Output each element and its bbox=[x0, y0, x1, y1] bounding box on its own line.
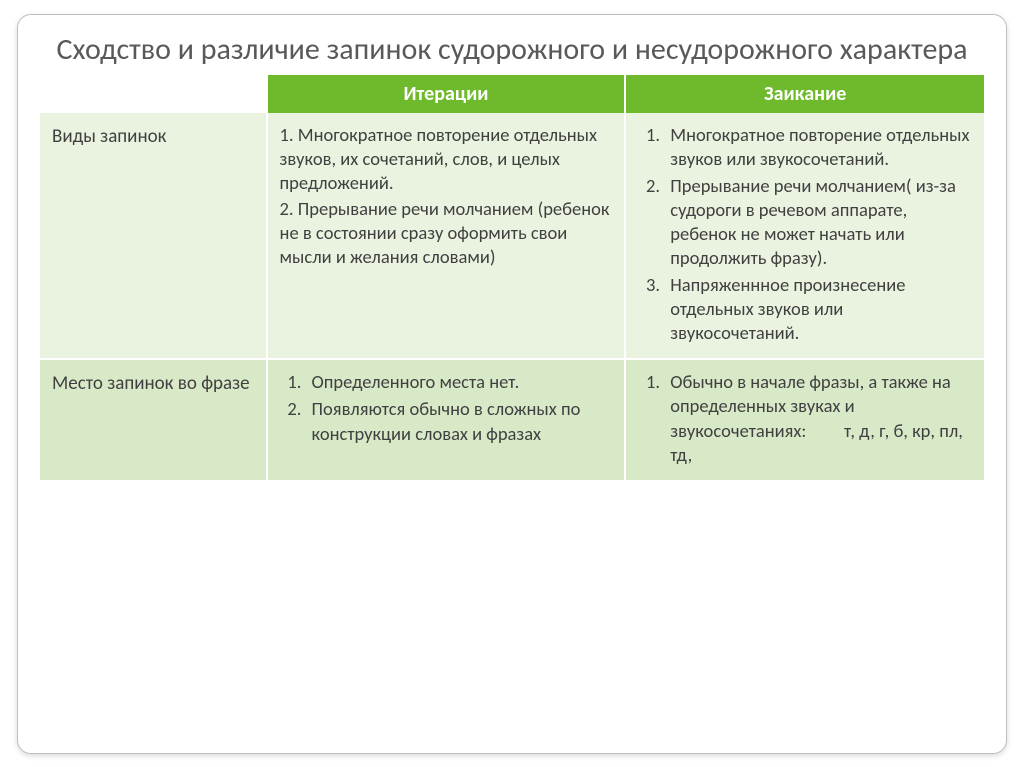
row-label: Место запинок во фразе bbox=[40, 359, 267, 479]
list-item: Обычно в начале фразы, а также на опреде… bbox=[664, 370, 972, 466]
cell-stuttering-place: Обычно в начале фразы, а также на опреде… bbox=[625, 359, 984, 479]
list-container: Многократное повторение отдельных звуков… bbox=[638, 123, 972, 345]
cell-iterations-types: 1. Многократное повторение отдельных зву… bbox=[267, 113, 626, 359]
list-item: 1. Многократное повторение отдельных зву… bbox=[280, 123, 613, 195]
row-label: Виды запинок bbox=[40, 113, 267, 359]
comparison-table: Итерации Заикание Виды запинок 1. Многок… bbox=[40, 75, 984, 480]
list-container: Обычно в начале фразы, а также на опреде… bbox=[638, 370, 972, 466]
table-header-row: Итерации Заикание bbox=[40, 75, 984, 113]
list-item: Прерывание речи молчанием( из-за судорог… bbox=[664, 174, 972, 270]
list-item: 2. Прерывание речи молчанием (ребенок не… bbox=[280, 197, 613, 269]
table-row: Виды запинок 1. Многократное повторение … bbox=[40, 113, 984, 359]
header-iterations: Итерации bbox=[267, 75, 626, 113]
list-container: 1. Многократное повторение отдельных зву… bbox=[280, 123, 613, 269]
list-container: Определенного места нет. Появляются обыч… bbox=[280, 370, 613, 445]
list-item: Определенного места нет. bbox=[306, 370, 613, 394]
list-item: Многократное повторение отдельных звуков… bbox=[664, 123, 972, 171]
table-row: Место запинок во фразе Определенного мес… bbox=[40, 359, 984, 479]
cell-iterations-place: Определенного места нет. Появляются обыч… bbox=[267, 359, 626, 479]
cell-stuttering-types: Многократное повторение отдельных звуков… bbox=[625, 113, 984, 359]
list-item: Появляются обычно в сложных по конструкц… bbox=[306, 397, 613, 445]
slide-title: Сходство и различие запинок судорожного … bbox=[40, 33, 984, 68]
header-empty bbox=[40, 75, 267, 113]
slide-container: Сходство и различие запинок судорожного … bbox=[17, 14, 1007, 754]
list-item: Напряженнное произнесение отдельных звук… bbox=[664, 273, 972, 345]
header-stuttering: Заикание bbox=[625, 75, 984, 113]
